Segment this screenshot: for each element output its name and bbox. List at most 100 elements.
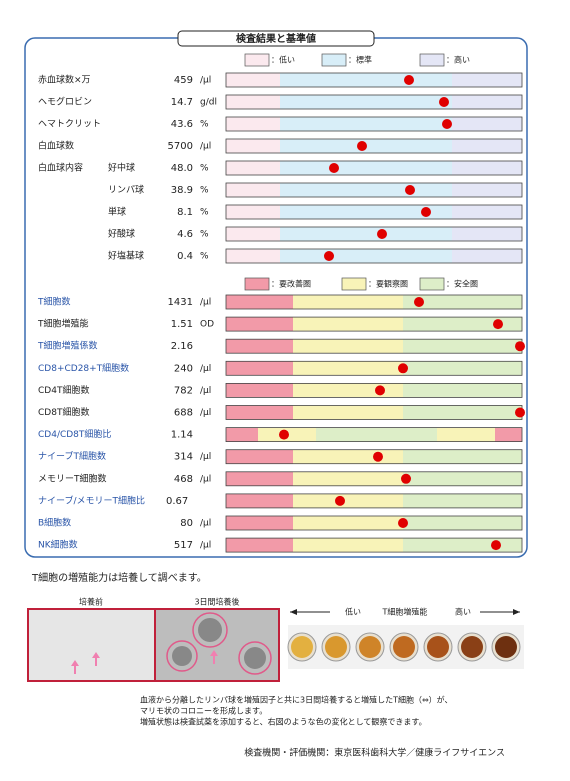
tube-liquid: [291, 636, 313, 658]
bar-segment: [226, 471, 293, 486]
result-dot: [405, 185, 415, 195]
legend-label: ：安全圏: [446, 279, 478, 289]
bar-frame: [225, 449, 523, 465]
row-value: 459: [174, 75, 193, 86]
bar-segment: [226, 538, 293, 553]
row-label: CD8+CD28+T細胞数: [38, 362, 129, 374]
row-unit: /μl: [200, 519, 211, 529]
row-sublabel: 単球: [108, 206, 126, 218]
note: T細胞の増殖能力は培養して調べます。: [31, 571, 207, 584]
row-unit: %: [200, 208, 209, 218]
tube-liquid: [461, 636, 483, 658]
footer: 検査機関・評価機関：東京医科歯科大学／健康ライフサイエンス: [244, 747, 505, 759]
legend-label: ：要観察圏: [368, 279, 408, 289]
row-unit: %: [200, 186, 209, 196]
bar-segment: [226, 205, 280, 219]
row-value: 468: [174, 474, 193, 485]
legend-label: ：低い: [271, 55, 295, 65]
bar-segment: [226, 139, 280, 153]
row-unit: /μl: [200, 142, 211, 152]
bar-segment: [452, 117, 522, 131]
legend-label: ：標準: [348, 55, 372, 65]
bar-segment: [293, 538, 403, 553]
row-unit: /μl: [200, 541, 211, 551]
bar-frame: [225, 204, 523, 220]
row-sublabel: リンパ球: [108, 184, 144, 196]
result-dot: [279, 429, 289, 440]
colonies: [172, 618, 266, 669]
bar-segment: [452, 249, 522, 263]
bar-segment: [280, 205, 452, 219]
row-value: 1.51: [171, 319, 193, 330]
bar-segment: [226, 161, 280, 175]
bar-segment: [280, 227, 452, 241]
row-unit: %: [200, 120, 209, 130]
row-label: T細胞増殖係数: [37, 340, 98, 352]
result-dot: [421, 207, 431, 217]
tube-liquid: [359, 636, 381, 658]
bar-frame: [225, 116, 523, 132]
row-label: ヘモグロビン: [38, 96, 92, 108]
before-label: 培養前: [79, 597, 103, 607]
bar-frame: [225, 72, 523, 88]
bar-segment: [452, 139, 522, 153]
bar-segment: [226, 427, 258, 442]
bar-frame: [225, 182, 523, 198]
tube-liquid: [393, 636, 415, 658]
bar-frame: [225, 471, 523, 487]
result-dot: [324, 251, 334, 261]
bar-segment: [280, 73, 452, 87]
row-value: 43.6: [171, 119, 193, 130]
bar-segment: [226, 339, 293, 354]
result-dot: [377, 229, 387, 239]
bar-segment: [403, 449, 522, 464]
row-label: CD8T細胞数: [38, 406, 89, 418]
bar-segment: [293, 449, 403, 464]
after-label: 3日間培養後: [194, 597, 239, 607]
bar-segment: [452, 95, 522, 109]
bar-segment: [226, 249, 280, 263]
bar-segment: [403, 405, 522, 420]
row-unit: OD: [200, 320, 214, 330]
row-value: 14.7: [171, 97, 193, 108]
result-dot: [442, 119, 452, 129]
legend-label: ：高い: [446, 55, 470, 65]
bar-segment: [226, 95, 280, 109]
row-sublabel: 好中球: [108, 162, 135, 174]
result-dot: [398, 363, 408, 374]
bar-segment: [280, 183, 452, 197]
row-label: ナイーブ/メモリーT細胞比: [38, 494, 145, 506]
tube-liquid: [325, 636, 347, 658]
tube-liquid: [427, 636, 449, 658]
row-unit: /μl: [200, 474, 211, 484]
low-label: 低い: [345, 607, 361, 617]
bar-segment: [226, 493, 293, 508]
result-dot: [414, 297, 424, 307]
bar-segment: [226, 117, 280, 131]
tube-liquid: [495, 636, 517, 658]
bar-frame: [225, 226, 523, 242]
bar-segment: [316, 427, 437, 442]
bar-segment: [293, 471, 403, 486]
bar-frame: [225, 94, 523, 110]
bar-segment: [452, 161, 522, 175]
bar-segment: [452, 183, 522, 197]
bar-segment: [403, 339, 522, 354]
row-sublabel: 好塩基球: [108, 250, 144, 262]
legend-swatch: [244, 53, 270, 67]
row-value: 517: [174, 540, 193, 551]
bar-segment: [280, 161, 452, 175]
row-label: CD4T細胞数: [38, 384, 89, 396]
bar-frame: [225, 138, 523, 154]
bar-segment: [293, 361, 403, 376]
bar-segment: [280, 95, 452, 109]
row-unit: %: [200, 164, 209, 174]
row-value: 782: [174, 385, 193, 396]
bar-frame: [225, 294, 523, 310]
bar-segment: [403, 361, 522, 376]
bar-frame: [225, 493, 523, 509]
row-label: 白血球数: [38, 140, 74, 152]
bar-segment: [293, 295, 403, 309]
bar-frame: [225, 316, 523, 332]
legend-label: ：要改善圏: [271, 279, 311, 289]
